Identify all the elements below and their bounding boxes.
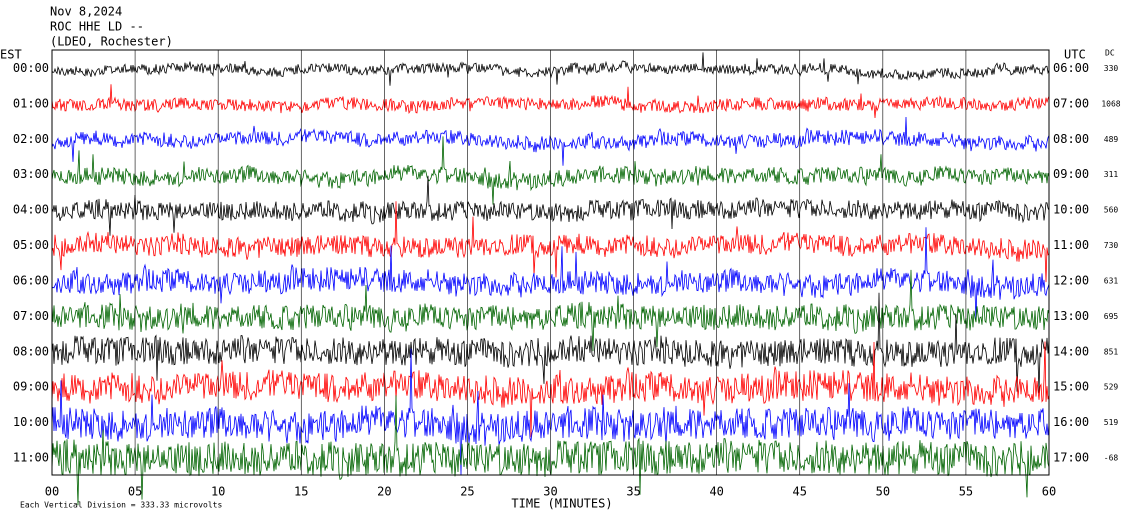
utc-label: 12:00: [1053, 273, 1089, 287]
est-label: 00:00: [13, 61, 49, 75]
x-tick-label: 25: [460, 485, 474, 499]
est-label: 03:00: [13, 167, 49, 181]
x-tick-label: 20: [377, 485, 391, 499]
utc-label: 16:00: [1053, 415, 1089, 429]
dc-value: 529: [1104, 383, 1119, 392]
est-label: 09:00: [13, 380, 49, 394]
est-label: 04:00: [13, 203, 49, 217]
dc-value: 489: [1104, 135, 1119, 144]
x-tick-label: 05: [128, 485, 142, 499]
right-axis-label: UTC: [1064, 48, 1086, 62]
title-line: ROC HHE LD --: [50, 20, 144, 34]
left-axis-label: EST: [0, 48, 22, 62]
x-tick-label: 30: [543, 485, 557, 499]
utc-label: 13:00: [1053, 309, 1089, 323]
utc-label: 06:00: [1053, 61, 1089, 75]
x-tick-label: 00: [45, 485, 59, 499]
utc-label: 09:00: [1053, 167, 1089, 181]
utc-label: 11:00: [1053, 238, 1089, 252]
dc-value: 311: [1104, 170, 1119, 179]
utc-label: 08:00: [1053, 132, 1089, 146]
dc-value: 1068: [1101, 99, 1120, 108]
scale-note: Each Vertical Division = 333.33 microvol…: [20, 501, 222, 510]
utc-label: 17:00: [1053, 451, 1089, 465]
x-tick-label: 60: [1042, 485, 1056, 499]
x-tick-label: 50: [876, 485, 890, 499]
est-label: 05:00: [13, 238, 49, 252]
utc-label: 07:00: [1053, 96, 1089, 110]
x-tick-label: 35: [626, 485, 640, 499]
dc-value: 519: [1104, 418, 1119, 427]
x-axis-label: TIME (MINUTES): [511, 497, 612, 511]
est-label: 11:00: [13, 451, 49, 465]
est-label: 08:00: [13, 344, 49, 358]
dc-label: DC: [1105, 49, 1115, 58]
plot-frame: [51, 49, 1050, 476]
est-label: 01:00: [13, 96, 49, 110]
dc-value: -68: [1104, 454, 1119, 463]
est-label: 06:00: [13, 273, 49, 287]
dc-value: 330: [1104, 64, 1119, 73]
dc-value: 631: [1104, 276, 1119, 285]
x-tick-label: 55: [959, 485, 973, 499]
dc-value: 695: [1104, 312, 1119, 321]
x-tick-label: 45: [793, 485, 807, 499]
dc-value: 851: [1104, 347, 1119, 356]
utc-label: 15:00: [1053, 380, 1089, 394]
title-line: (LDEO, Rochester): [50, 35, 173, 49]
x-tick-label: 40: [709, 485, 723, 499]
x-tick-label: 15: [294, 485, 308, 499]
utc-label: 10:00: [1053, 203, 1089, 217]
est-label: 07:00: [13, 309, 49, 323]
est-label: 10:00: [13, 415, 49, 429]
dc-value: 730: [1104, 241, 1119, 250]
x-tick-label: 10: [211, 485, 225, 499]
title-line: Nov 8,2024: [50, 5, 122, 19]
est-label: 02:00: [13, 132, 49, 146]
utc-label: 14:00: [1053, 344, 1089, 358]
dc-value: 560: [1104, 206, 1119, 215]
